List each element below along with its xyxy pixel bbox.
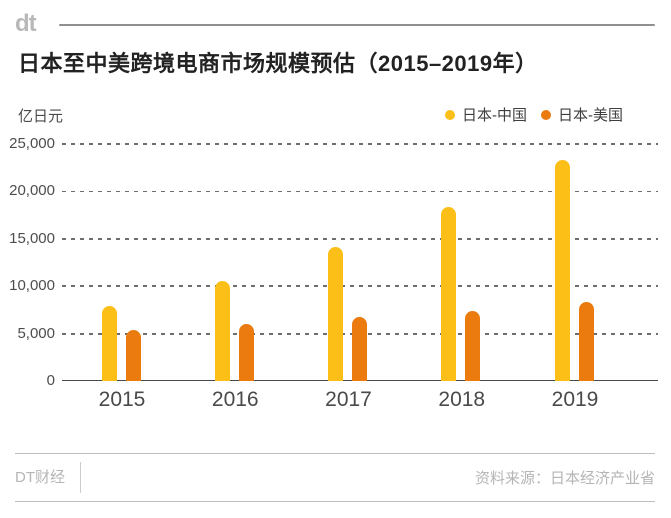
y-tick-label: 20,000 [9, 182, 55, 200]
x-tick-label-2016: 2016 [211, 388, 259, 411]
bar-2017-series-1 [352, 316, 367, 381]
y-tick-label: 0 [46, 372, 55, 390]
chart-legend: 日本-中国 日本-美国 [445, 104, 623, 125]
x-tick-label-2015: 2015 [98, 388, 146, 411]
gridline [62, 190, 658, 193]
header: dt [15, 10, 655, 38]
bar-2015-series-1 [125, 329, 141, 381]
legend-item-0: 日本-中国 [445, 104, 527, 125]
header-divider-line [59, 24, 655, 26]
gridline [62, 237, 658, 240]
legend-dot-icon [445, 109, 455, 120]
bar-2017-series-0 [328, 247, 343, 381]
dt-logo: dt [15, 10, 37, 37]
x-tick-label-2017: 2017 [325, 388, 372, 411]
bar-2015-series-0 [101, 306, 117, 381]
y-tick-label: 25,000 [9, 135, 55, 153]
legend-label: 日本-美国 [558, 107, 623, 124]
bar-2019-series-1 [578, 302, 594, 381]
y-tick-label: 15,000 [9, 229, 55, 247]
gridline [62, 285, 658, 288]
page-title: 日本至中美跨境电商市场规模预估（2015–2019年） [18, 51, 538, 76]
y-tick-label: 10,000 [9, 277, 55, 295]
bar-2019-series-0 [554, 160, 570, 381]
legend-label: 日本-中国 [462, 107, 527, 124]
bar-chart-plot: 0 5,000 10,000 15,000 20,000 25,000 2015 2016 20… [9, 135, 658, 411]
x-tick-label-2018: 2018 [438, 388, 486, 411]
y-tick-label: 5,000 [17, 324, 55, 342]
x-tick-label-2019: 2019 [551, 388, 599, 411]
legend-dot-icon [541, 109, 551, 120]
bar-2018-series-0 [441, 206, 457, 381]
y-axis-unit-label: 亿日元 [18, 108, 64, 125]
bar-2018-series-1 [465, 310, 481, 381]
footer-source: 资料来源：日本经济产业省 [474, 470, 655, 487]
bar-2016-series-1 [238, 324, 254, 381]
footer: DT财经 资料来源：日本经济产业省 [15, 453, 655, 502]
footer-brand: DT财经 [15, 462, 81, 493]
gridline [62, 143, 658, 145]
legend-item-1: 日本-美国 [541, 104, 623, 125]
bar-2016-series-0 [214, 280, 230, 381]
